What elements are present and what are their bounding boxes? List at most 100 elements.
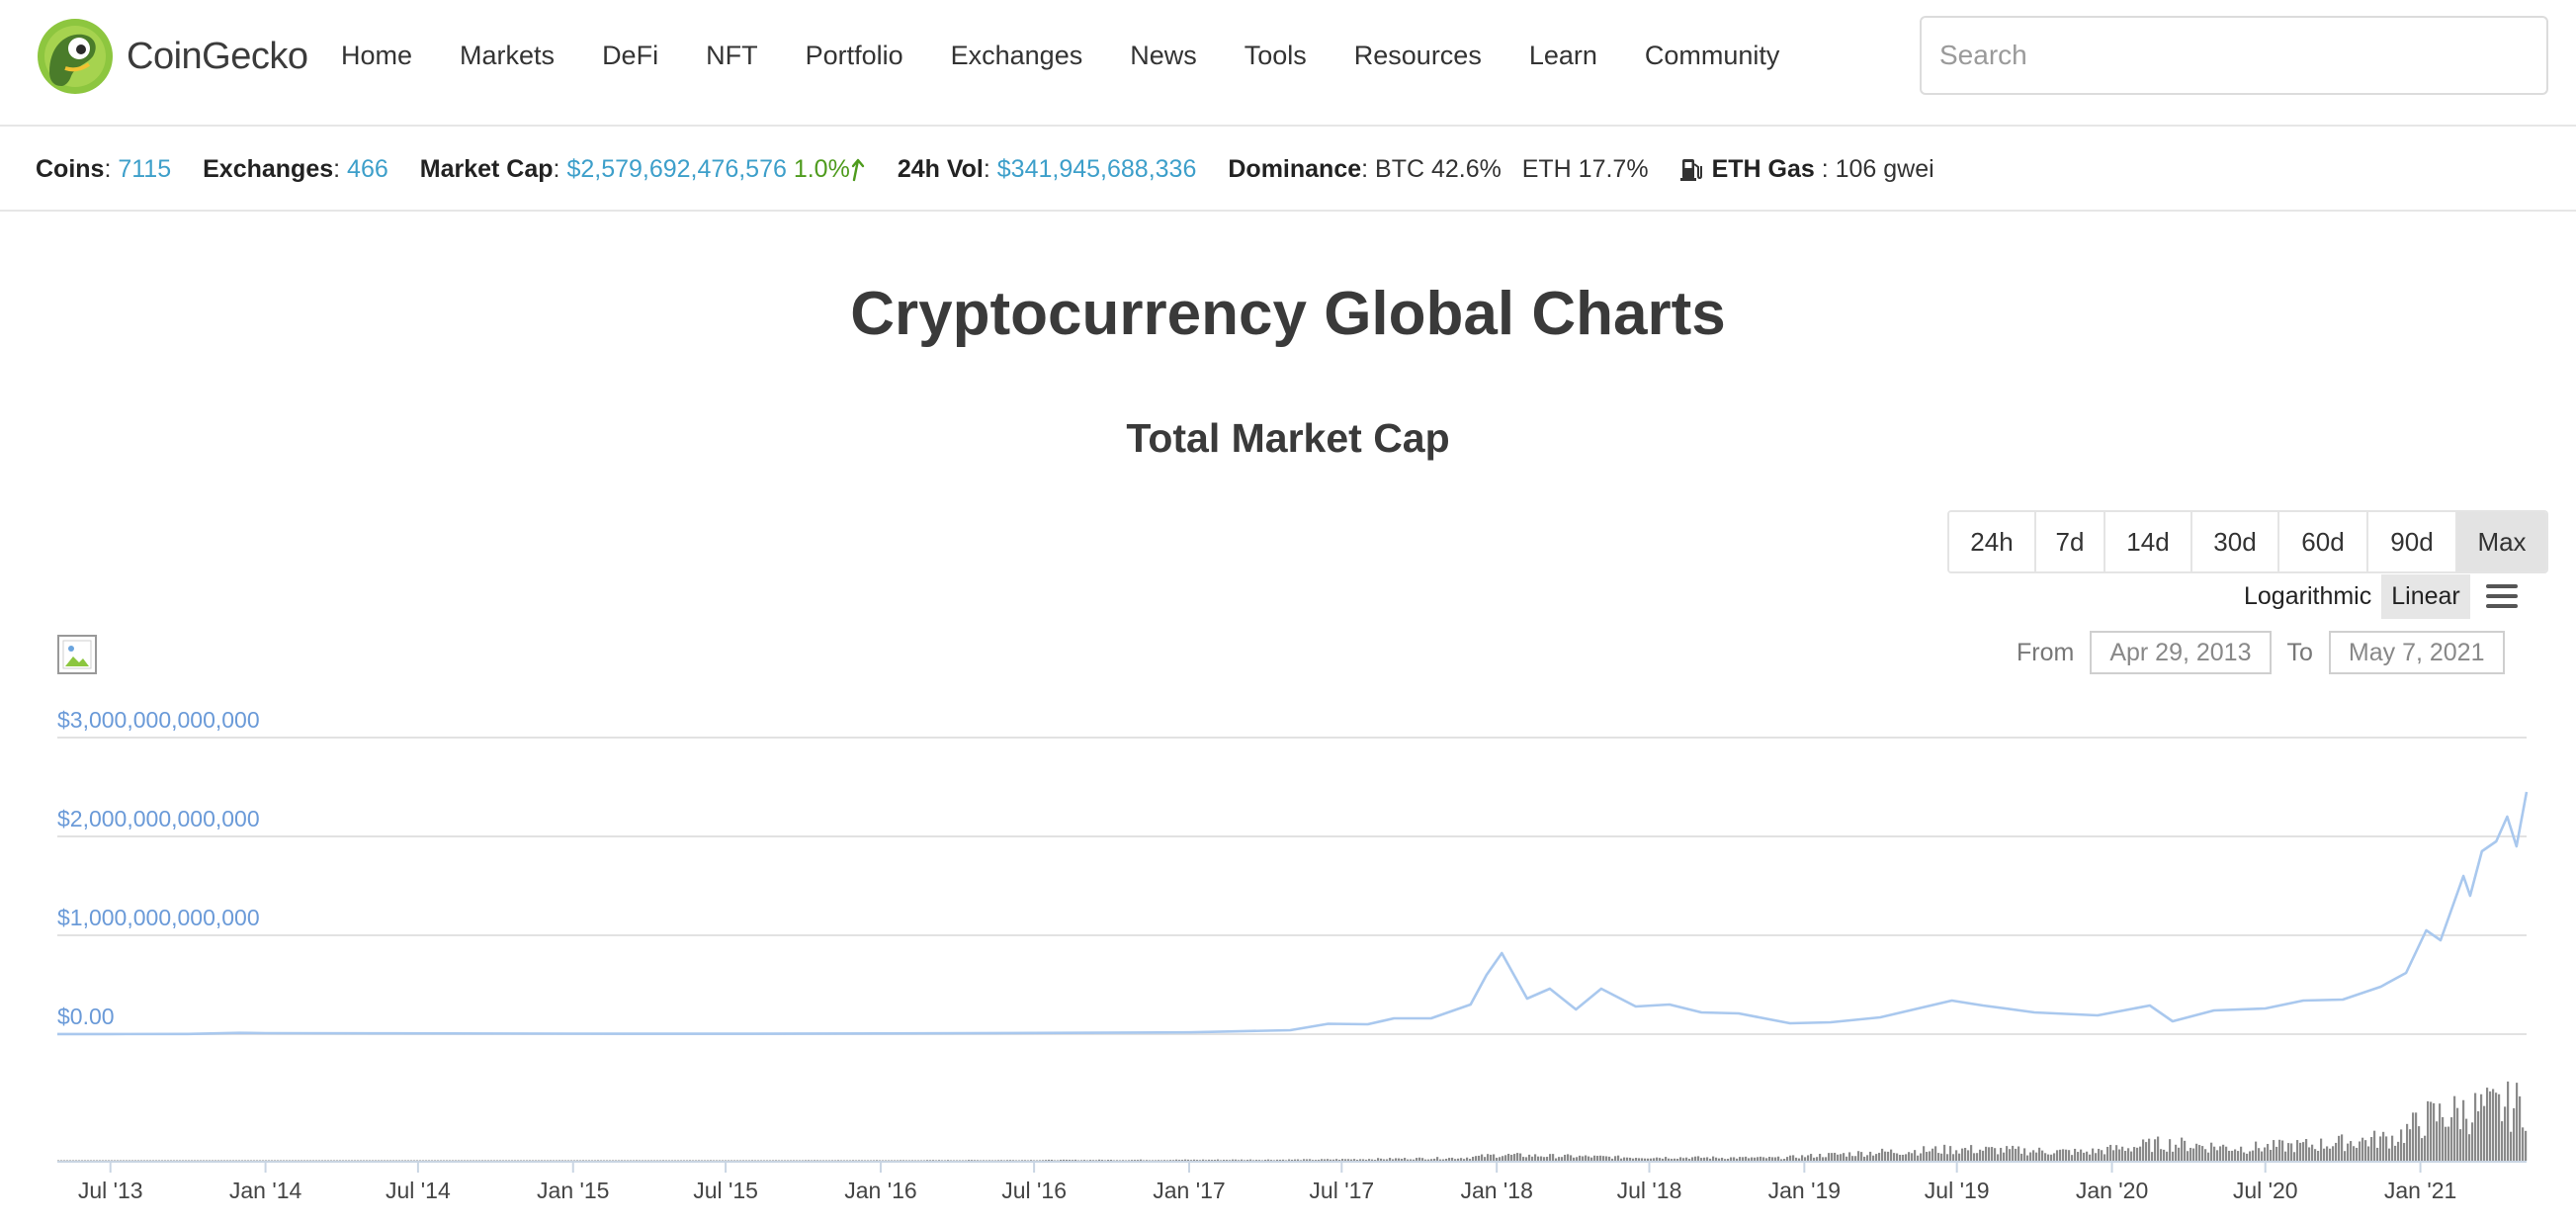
- volume-bar: [929, 1160, 932, 1161]
- range-30d-button[interactable]: 30d: [2192, 512, 2279, 571]
- nav-exchanges[interactable]: Exchanges: [950, 40, 1083, 70]
- volume-bar: [808, 1160, 811, 1161]
- search-input[interactable]: [1920, 16, 2548, 95]
- stat-eth-gas-value: : 106 gwei: [1821, 154, 1934, 183]
- volume-bar: [226, 1160, 229, 1161]
- volume-bar: [2020, 1153, 2023, 1161]
- volume-bar: [66, 1160, 69, 1161]
- volume-bar: [1012, 1160, 1015, 1161]
- logarithmic-button[interactable]: Logarithmic: [2244, 581, 2372, 610]
- volume-bar: [1211, 1160, 1214, 1161]
- volume-bar: [547, 1160, 550, 1161]
- volume-bar: [1072, 1160, 1074, 1161]
- volume-bar: [811, 1160, 814, 1161]
- volume-bar: [1946, 1154, 1949, 1161]
- volume-bar: [2243, 1152, 2246, 1161]
- volume-bar: [114, 1160, 117, 1161]
- nav-portfolio[interactable]: Portfolio: [805, 40, 903, 70]
- volume-bar: [464, 1160, 467, 1161]
- nav-markets[interactable]: Markets: [460, 40, 556, 70]
- volume-bar: [1659, 1158, 1662, 1161]
- volume-bar: [1166, 1160, 1169, 1161]
- volume-bar: [517, 1160, 520, 1161]
- volume-bar: [2510, 1131, 2513, 1161]
- volume-bar: [203, 1160, 206, 1161]
- volume-bar: [235, 1160, 238, 1161]
- volume-bar: [1119, 1160, 1122, 1161]
- range-60d-button[interactable]: 60d: [2279, 512, 2368, 571]
- volume-bar: [389, 1160, 392, 1161]
- volume-bar: [1573, 1157, 1576, 1161]
- volume-bar: [1626, 1157, 1629, 1161]
- nav-news[interactable]: News: [1130, 40, 1197, 70]
- from-date-input[interactable]: Apr 29, 2013: [2090, 631, 2272, 674]
- volume-bar: [289, 1160, 292, 1161]
- hamburger-menu-icon[interactable]: [2484, 582, 2520, 610]
- to-date-input[interactable]: May 7, 2021: [2328, 631, 2505, 674]
- range-7d-button[interactable]: 7d: [2036, 512, 2105, 571]
- volume-bar: [2252, 1150, 2255, 1161]
- nav-defi[interactable]: DeFi: [602, 40, 659, 70]
- volume-bar: [2284, 1151, 2287, 1161]
- volume-bar: [576, 1160, 579, 1161]
- stat-exchanges-value[interactable]: 466: [347, 154, 388, 183]
- volume-bar: [980, 1160, 983, 1161]
- volume-bar: [2498, 1093, 2501, 1161]
- volume-bar: [2317, 1151, 2320, 1161]
- stat-market-cap-value[interactable]: $2,579,692,476,576: [566, 154, 787, 183]
- volume-bar: [268, 1160, 271, 1161]
- volume-bar: [2347, 1143, 2350, 1161]
- volume-bar: [855, 1160, 858, 1161]
- volume-bar: [2192, 1148, 2195, 1161]
- nav-nft[interactable]: NFT: [706, 40, 758, 70]
- nav-learn[interactable]: Learn: [1528, 40, 1597, 70]
- stat-coins-value[interactable]: 7115: [118, 154, 172, 183]
- volume-bar: [1656, 1157, 1659, 1161]
- volume-bar: [185, 1160, 188, 1161]
- stat-volume-value[interactable]: $341,945,688,336: [996, 154, 1197, 183]
- nav-tools[interactable]: Tools: [1244, 40, 1307, 70]
- volume-bar: [1611, 1158, 1614, 1161]
- volume-bar: [1721, 1157, 1724, 1161]
- volume-bar: [965, 1160, 968, 1161]
- volume-bar: [312, 1160, 315, 1161]
- range-max-button[interactable]: Max: [2457, 512, 2546, 571]
- volume-bar: [1715, 1157, 1718, 1161]
- volume-bar: [1451, 1157, 1454, 1161]
- gecko-logo-icon: [38, 19, 113, 94]
- volume-bar: [1324, 1159, 1327, 1161]
- volume-bar: [1534, 1154, 1537, 1161]
- volume-bar: [2071, 1155, 2074, 1161]
- volume-bar: [1899, 1154, 1902, 1161]
- volume-bar: [1843, 1153, 1846, 1161]
- nav-resources[interactable]: Resources: [1353, 40, 1482, 70]
- coingecko-logo[interactable]: CoinGecko: [36, 16, 308, 97]
- stat-eth-gas[interactable]: ETH Gas : 106 gwei: [1679, 154, 1934, 184]
- range-90d-button[interactable]: 90d: [2368, 512, 2457, 571]
- volume-bar: [609, 1160, 612, 1161]
- volume-bar: [1193, 1159, 1196, 1161]
- market-cap-chart[interactable]: $0.00 $1,000,000,000,000 $2,000,000,000,00…: [0, 692, 2576, 1224]
- volume-bar: [2341, 1134, 2344, 1161]
- volume-bar: [378, 1160, 381, 1161]
- volume-bar: [1819, 1154, 1822, 1161]
- volume-bar: [2118, 1149, 2121, 1161]
- volume-bar: [84, 1160, 87, 1161]
- linear-button[interactable]: Linear: [2381, 573, 2470, 619]
- volume-bar: [983, 1160, 986, 1161]
- volume-bar: [2314, 1149, 2317, 1161]
- volume-bar: [280, 1160, 283, 1161]
- nav-home[interactable]: Home: [341, 40, 413, 70]
- volume-bar: [1380, 1158, 1383, 1161]
- volume-bar: [363, 1160, 366, 1161]
- volume-bar: [2062, 1149, 2065, 1161]
- volume-bar: [885, 1160, 888, 1161]
- volume-bar: [1350, 1159, 1353, 1161]
- volume-bar: [1413, 1159, 1416, 1161]
- volume-bar: [161, 1160, 164, 1161]
- nav-community[interactable]: Community: [1644, 40, 1780, 70]
- range-14d-button[interactable]: 14d: [2105, 512, 2192, 571]
- volume-bar: [558, 1160, 561, 1161]
- volume-bar: [1039, 1160, 1042, 1161]
- range-24h-button[interactable]: 24h: [1949, 512, 2036, 571]
